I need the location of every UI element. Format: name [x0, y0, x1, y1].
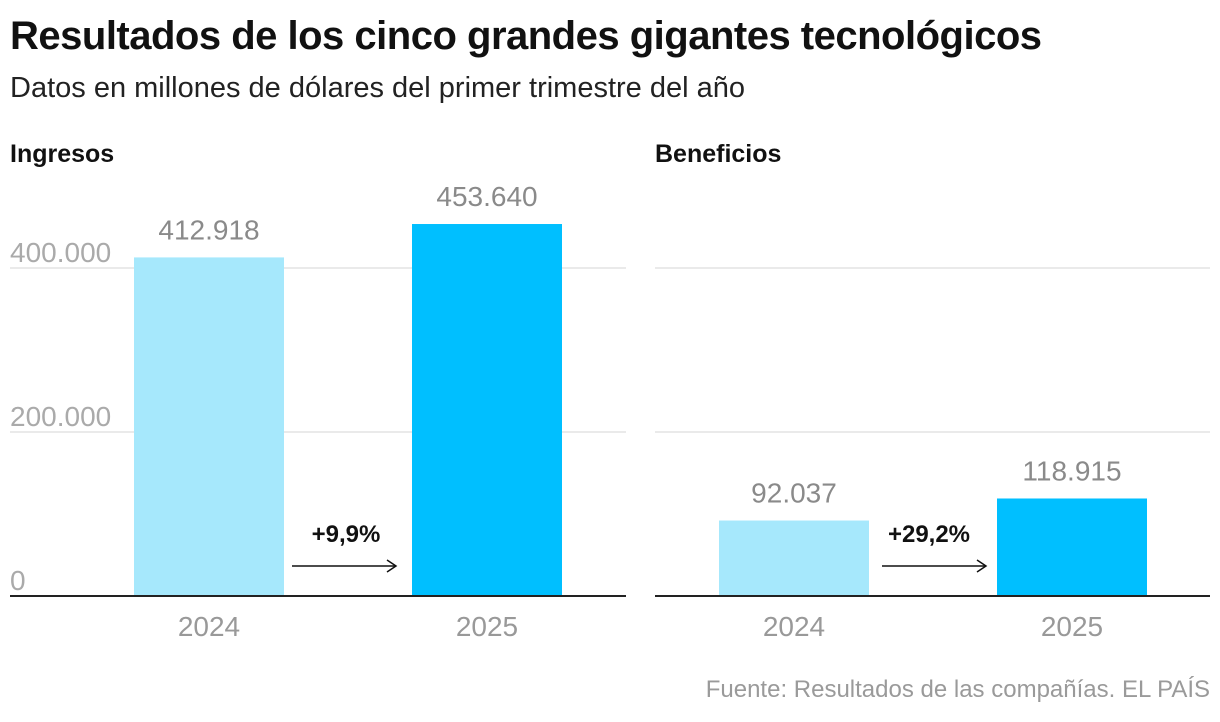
chart-subtitle: Datos en millones de dólares del primer …: [10, 72, 746, 104]
chart-beneficios: 92.037 2024 118.915 2025 +29,2%: [655, 267, 1210, 642]
chart-ingresos: 0 200.000 400.000 412.918 2024 453.640 2025 +9,…: [10, 181, 626, 642]
chart-title: Resultados de los cinco grandes gigantes…: [10, 14, 1042, 58]
bar-2024: [719, 520, 869, 596]
bar-2025: [997, 498, 1147, 596]
x-tick-label: 2025: [1041, 611, 1103, 642]
x-tick-label: 2024: [763, 611, 825, 642]
x-tick-label: 2025: [456, 611, 518, 642]
change-label: +29,2%: [888, 521, 970, 548]
change-arrow-head: [976, 559, 988, 573]
panel-title-ingresos: Ingresos: [10, 140, 115, 168]
value-label: 412.918: [158, 214, 259, 245]
change-arrow-head: [386, 559, 398, 573]
change-label: +9,9%: [312, 521, 381, 548]
y-tick-label: 0: [10, 565, 26, 596]
y-tick-label: 400.000: [10, 237, 111, 268]
bar-2025: [412, 224, 562, 596]
value-label: 118.915: [1022, 455, 1121, 486]
value-label: 453.640: [436, 181, 537, 212]
bar-2024: [134, 257, 284, 596]
panel-title-beneficios: Beneficios: [655, 140, 782, 168]
x-tick-label: 2024: [178, 611, 240, 642]
source-note: Fuente: Resultados de las compañías. EL …: [705, 676, 1210, 703]
value-label: 92.037: [751, 478, 837, 509]
y-tick-label: 200.000: [10, 401, 111, 432]
